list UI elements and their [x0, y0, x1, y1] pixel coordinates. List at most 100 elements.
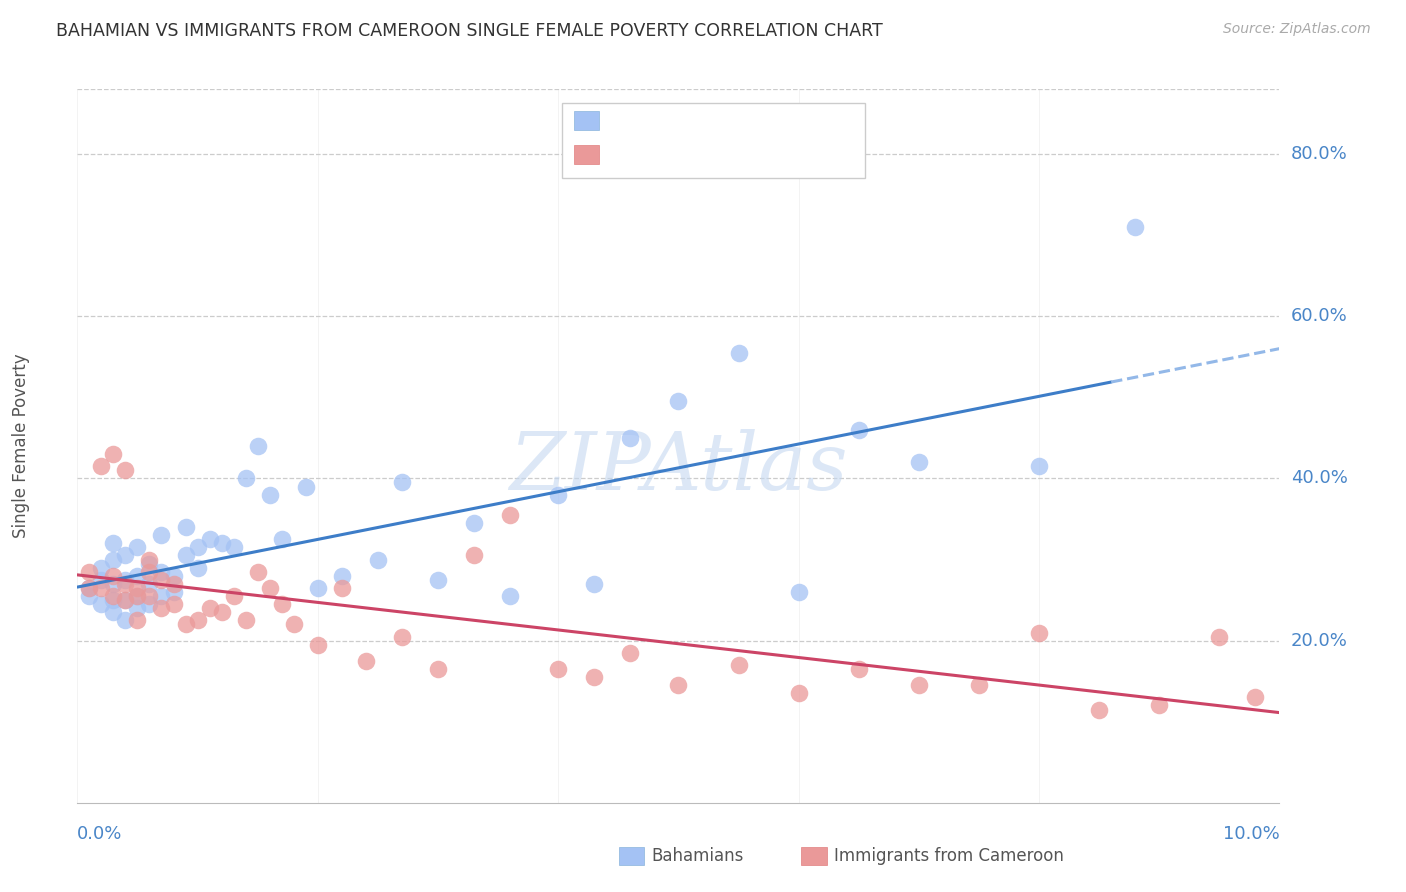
Point [235, 613, 257, 627]
Point [727, 657, 749, 672]
Point [391, 475, 413, 490]
Point [150, 573, 173, 587]
Point [114, 463, 136, 477]
Point [127, 613, 149, 627]
Point [150, 601, 173, 615]
Point [162, 568, 184, 582]
Point [1149, 698, 1171, 713]
Point [114, 549, 136, 563]
Text: Immigrants from Cameroon: Immigrants from Cameroon [834, 847, 1063, 865]
Text: 10.0%: 10.0% [1223, 825, 1279, 843]
Point [330, 581, 353, 595]
Point [150, 565, 173, 579]
Text: 80.0%: 80.0% [1291, 145, 1347, 163]
Point [103, 589, 125, 603]
Point [787, 686, 810, 700]
Point [103, 605, 125, 619]
Point [259, 488, 281, 502]
Point [162, 597, 184, 611]
Point [211, 605, 233, 619]
Point [848, 662, 870, 676]
Point [499, 589, 522, 603]
Point [1028, 625, 1050, 640]
Point [259, 581, 281, 595]
Text: Single Female Poverty: Single Female Poverty [13, 354, 30, 538]
Point [283, 617, 305, 632]
Point [103, 536, 125, 550]
Point [127, 589, 149, 603]
Point [1088, 702, 1111, 716]
Point [427, 573, 450, 587]
Text: Source: ZipAtlas.com: Source: ZipAtlas.com [1223, 22, 1371, 37]
Point [330, 568, 353, 582]
Point [127, 541, 149, 555]
Point [222, 541, 245, 555]
Point [138, 577, 160, 591]
Point [908, 455, 931, 469]
Point [90, 597, 112, 611]
Point [90, 560, 112, 574]
Point [127, 589, 149, 603]
Point [668, 678, 690, 692]
Point [114, 573, 136, 587]
Point [114, 593, 136, 607]
Point [391, 630, 413, 644]
Point [174, 617, 197, 632]
Point [1123, 220, 1146, 235]
Point [222, 589, 245, 603]
Point [908, 678, 931, 692]
Text: ZIPAtlas: ZIPAtlas [509, 429, 848, 506]
Point [619, 431, 641, 445]
Point [162, 585, 184, 599]
Point [138, 552, 160, 566]
Point [186, 560, 209, 574]
Point [547, 488, 569, 502]
Point [114, 593, 136, 607]
Point [619, 646, 641, 660]
Point [114, 613, 136, 627]
Point [103, 577, 125, 591]
Text: 60.0%: 60.0% [1291, 307, 1347, 326]
Point [727, 345, 749, 359]
Point [174, 549, 197, 563]
Point [186, 613, 209, 627]
Point [127, 601, 149, 615]
Point [583, 670, 606, 684]
Point [307, 581, 329, 595]
Point [499, 508, 522, 522]
Point [90, 581, 112, 595]
Point [103, 447, 125, 461]
Point [1244, 690, 1267, 705]
Point [79, 581, 101, 595]
Point [90, 459, 112, 474]
Text: 55: 55 [759, 112, 782, 129]
Point [79, 565, 101, 579]
Point [138, 565, 160, 579]
Point [235, 471, 257, 485]
Point [79, 581, 101, 595]
Point [270, 533, 292, 547]
Point [138, 597, 160, 611]
Point [162, 577, 184, 591]
Point [114, 577, 136, 591]
Text: N =: N = [724, 112, 758, 129]
Point [138, 589, 160, 603]
Text: BAHAMIAN VS IMMIGRANTS FROM CAMEROON SINGLE FEMALE POVERTY CORRELATION CHART: BAHAMIAN VS IMMIGRANTS FROM CAMEROON SIN… [56, 22, 883, 40]
Text: 51: 51 [759, 145, 782, 163]
Point [427, 662, 450, 676]
Point [967, 678, 990, 692]
Point [367, 552, 389, 566]
Point [547, 662, 569, 676]
Point [90, 573, 112, 587]
Point [186, 541, 209, 555]
Text: Bahamians: Bahamians [651, 847, 744, 865]
Point [79, 589, 101, 603]
Point [787, 585, 810, 599]
Text: 0.425: 0.425 [647, 112, 699, 129]
Text: R =: R = [607, 112, 641, 129]
Point [246, 565, 269, 579]
Text: R =: R = [607, 145, 641, 163]
Text: 0.0%: 0.0% [77, 825, 122, 843]
Point [270, 597, 292, 611]
Point [211, 536, 233, 550]
